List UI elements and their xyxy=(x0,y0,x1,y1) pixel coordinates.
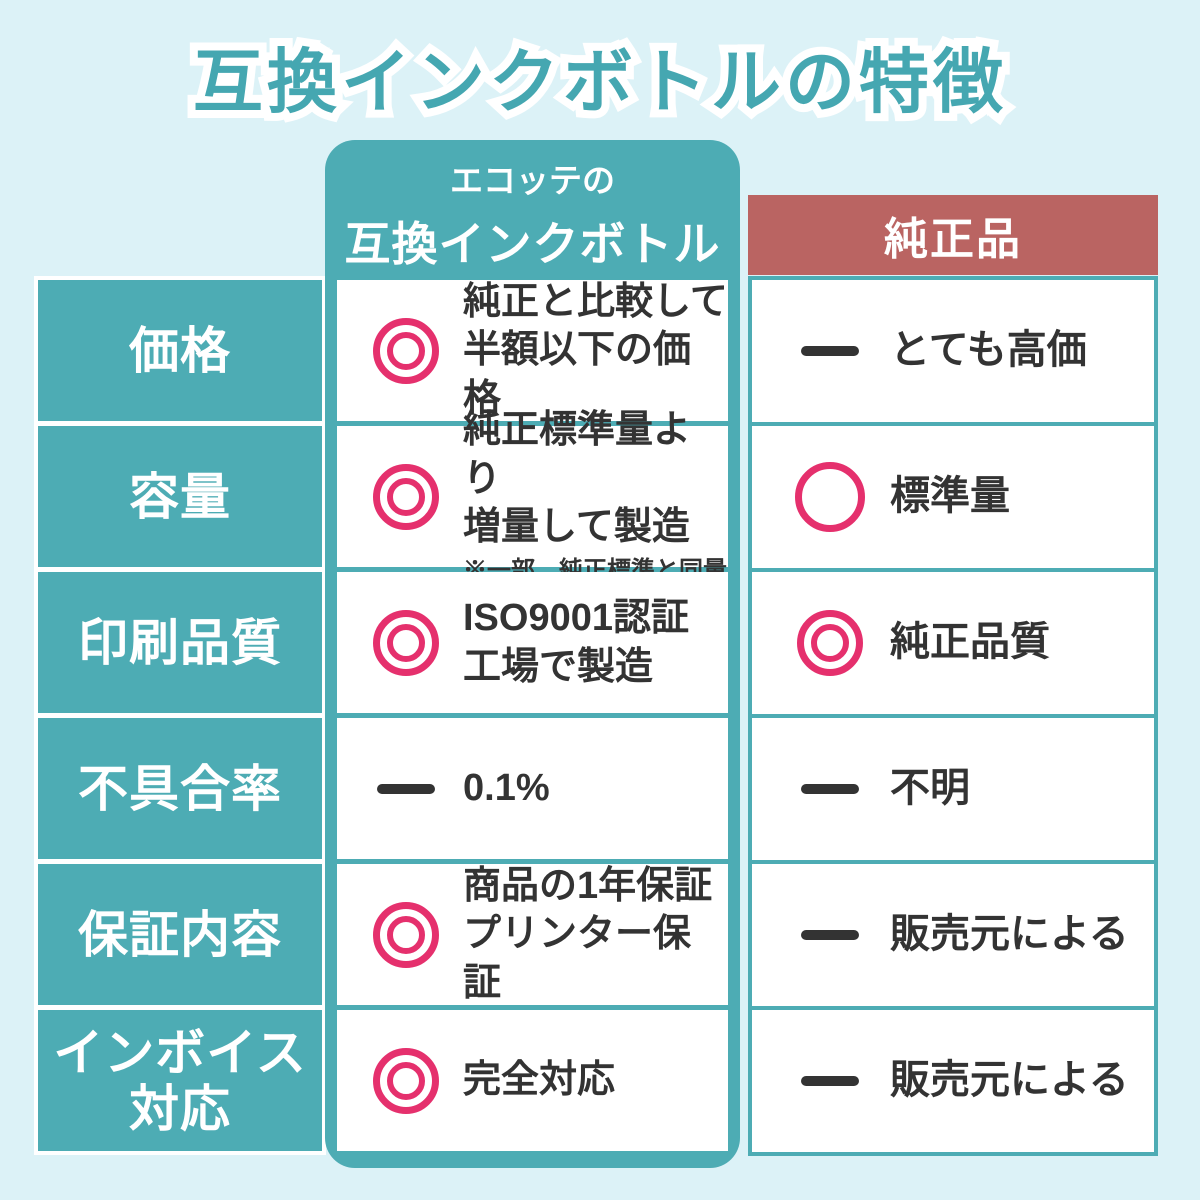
genuine-cell: 販売元による xyxy=(752,864,1154,1006)
icon-slot xyxy=(790,346,870,356)
icon-slot xyxy=(363,317,449,384)
cell-text: 販売元による xyxy=(870,1055,1129,1106)
cell-text-line: 商品の1年保証 xyxy=(463,864,713,907)
product-cell: 純正と比較して半額以下の価格 xyxy=(337,280,728,421)
row-label-line: 印刷品質 xyxy=(78,614,282,671)
row-divider xyxy=(752,860,1154,864)
product-cell: ISO9001認証 工場で製造 xyxy=(337,572,728,713)
double-circle-icon xyxy=(373,463,439,530)
cell-text-line: 純正標準量より xyxy=(463,409,692,500)
product-cell: 純正標準量より 増量して製造 ※一部、純正標準と同量 xyxy=(337,409,728,584)
double-circle-icon xyxy=(797,610,863,676)
double-circle-inner xyxy=(387,915,425,954)
cell-text: 0.1% xyxy=(449,764,550,813)
genuine-column: とても高価標準量純正品質不明販売元による 販売元による xyxy=(748,276,1158,1156)
cell-text-line: ISO9001認証 xyxy=(463,596,689,639)
cell-text: 商品の1年保証プリンター保証 xyxy=(449,862,728,1008)
double-circle-icon xyxy=(373,609,439,676)
product-cell: 0.1% xyxy=(337,718,728,859)
row-label-line: 価格 xyxy=(129,322,231,379)
icon-slot xyxy=(790,610,870,676)
double-circle-inner xyxy=(387,477,425,516)
cell-text-line: 工場で製造 xyxy=(463,645,654,688)
genuine-cell: 不明 xyxy=(752,718,1154,860)
row-label-cell: 保証内容 xyxy=(38,864,322,1005)
icon-slot xyxy=(363,609,449,676)
genuine-column-label: 純正品 xyxy=(884,215,1022,264)
row-labels-column: 価格容量印刷品質不具合率保証内容インボイス 対応 xyxy=(34,276,326,1155)
icon-slot xyxy=(363,901,449,968)
row-label-line: 不具合率 xyxy=(78,760,282,817)
double-circle-icon xyxy=(373,1047,439,1114)
double-circle-inner xyxy=(811,624,849,662)
dash-icon xyxy=(801,784,859,794)
row-label-cell: インボイス 対応 xyxy=(38,1010,322,1151)
genuine-column-header: 純正品 xyxy=(748,195,1158,275)
cell-text-line: プリンター保証 xyxy=(463,913,692,1004)
dash-icon xyxy=(801,930,859,940)
product-brand-line: エコッテの xyxy=(450,162,615,199)
double-circle-inner xyxy=(387,1061,425,1100)
dash-icon xyxy=(801,346,859,356)
cell-text-line: 完全対応 xyxy=(463,1059,616,1102)
cell-text: 純正品質 xyxy=(870,617,1050,668)
cell-text-line: 販売元による xyxy=(890,912,1129,957)
cell-text-line: とても高価 xyxy=(890,328,1087,373)
cell-text-line: 標準量 xyxy=(890,474,1010,519)
row-divider xyxy=(752,1006,1154,1010)
cell-text: ISO9001認証 工場で製造 xyxy=(449,594,689,691)
row-divider xyxy=(752,714,1154,718)
double-circle-inner xyxy=(387,331,425,370)
icon-slot xyxy=(363,1047,449,1114)
icon-slot xyxy=(790,930,870,940)
circle-icon xyxy=(795,462,865,532)
dash-icon xyxy=(377,783,435,794)
row-divider xyxy=(752,568,1154,572)
genuine-cell: 純正品質 xyxy=(752,572,1154,714)
row-label-line: 保証内容 xyxy=(78,906,282,963)
product-column-header: エコッテの 互換インクボトル xyxy=(325,140,740,280)
double-circle-icon xyxy=(373,901,439,968)
product-cell: 完全対応 xyxy=(337,1010,728,1151)
cell-text: 販売元による xyxy=(870,909,1129,960)
icon-slot xyxy=(790,462,870,532)
icon-slot xyxy=(363,463,449,530)
product-cell: 商品の1年保証プリンター保証 xyxy=(337,864,728,1005)
dash-icon xyxy=(801,1076,859,1086)
product-column: エコッテの 互換インクボトル 純正と比較して半額以下の価格 純正標準量より増量して… xyxy=(325,140,740,1168)
cell-text-line: 販売元による xyxy=(890,1058,1129,1103)
row-label-cell: 印刷品質 xyxy=(38,572,322,713)
cell-text-line: 半額以下の価格 xyxy=(463,329,692,420)
icon-slot xyxy=(363,783,449,794)
row-label-line: 対応 xyxy=(129,1080,231,1137)
cell-text-line: 0.1% xyxy=(463,767,550,810)
row-label-cell: 不具合率 xyxy=(38,718,322,859)
genuine-cell: 標準量 xyxy=(752,426,1154,568)
cell-text: 純正標準量より 増量して製造 ※一部、純正標準と同量 xyxy=(449,406,728,587)
genuine-cell: 販売元による xyxy=(752,1010,1154,1152)
cell-text-line: 不明 xyxy=(890,766,970,811)
genuine-cell: とても高価 xyxy=(752,280,1154,422)
product-cells: 純正と比較して 半額以下の価格 純正標準量より 増量して製造 ※一部、純正標準と同量 IS… xyxy=(325,280,740,1151)
cell-text: 標準量 xyxy=(870,471,1010,522)
cell-text-line: 純正と比較して xyxy=(463,280,728,323)
row-label-line: インボイス xyxy=(53,1024,307,1081)
double-circle-inner xyxy=(387,623,425,662)
icon-slot xyxy=(790,784,870,794)
cell-text: 純正と比較して半額以下の価格 xyxy=(449,278,728,424)
cell-text: とても高価 xyxy=(870,325,1087,376)
page-title: 互換インクボトルの特徴 xyxy=(0,26,1200,127)
row-label-line: 容量 xyxy=(129,468,231,525)
double-circle-icon xyxy=(373,317,439,384)
icon-slot xyxy=(790,1076,870,1086)
cell-text-line: 増量して製造 xyxy=(463,506,690,549)
cell-text-line: 純正品質 xyxy=(890,620,1050,665)
cell-text: 完全対応 xyxy=(449,1056,615,1105)
product-name-line: 互換インクボトル xyxy=(344,218,721,270)
row-divider xyxy=(752,422,1154,426)
cell-text: 不明 xyxy=(870,763,970,814)
row-label-cell: 価格 xyxy=(38,280,322,421)
row-label-cell: 容量 xyxy=(38,426,322,567)
